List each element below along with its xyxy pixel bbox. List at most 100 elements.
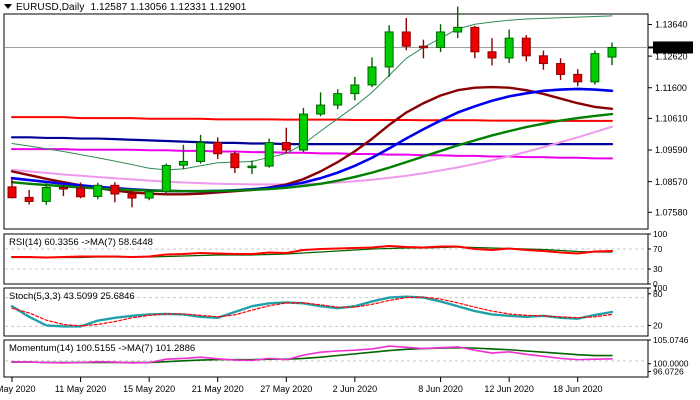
candle <box>58 184 68 197</box>
candle-body <box>453 26 463 33</box>
indicator-axis-label: 96.0726 <box>653 367 684 377</box>
candle <box>93 182 103 200</box>
indicator-axis-label: 100 <box>653 229 667 239</box>
date-axis-label: 2 Jun 2020 <box>333 384 378 394</box>
candle <box>401 18 411 51</box>
current-price-marker <box>648 46 653 49</box>
indicator-axis-label: 100.0000 <box>653 359 689 369</box>
date-axis-label: 11 May 2020 <box>55 384 106 394</box>
candle <box>7 178 17 199</box>
overlay-ma-navy <box>10 136 614 146</box>
indicator-axis-label: 100 <box>653 283 667 293</box>
candle <box>230 151 240 173</box>
price-axis-label: 1.13640 <box>655 20 688 30</box>
candle <box>521 35 531 62</box>
candle-body <box>487 51 497 59</box>
candle-body <box>93 184 103 197</box>
candle-body <box>144 191 154 199</box>
candle-body <box>196 142 206 162</box>
candle-body <box>333 93 343 106</box>
candle-body <box>590 53 600 83</box>
indicator-axis-label: 20 <box>653 320 663 330</box>
candle-body <box>7 186 17 199</box>
price-axis-label: 1.10610 <box>655 114 688 124</box>
candle <box>590 50 600 85</box>
candle <box>247 160 257 175</box>
candle <box>127 190 137 208</box>
series-stoch-d <box>11 296 613 327</box>
indicator-axis-label: 70 <box>653 244 663 254</box>
date-axis-label: 18 Jun 2020 <box>553 384 603 394</box>
candle-body <box>521 37 531 57</box>
candle <box>333 89 343 110</box>
candle <box>350 76 360 101</box>
date-axis-label: 21 May 2020 <box>192 384 244 394</box>
candle-body <box>607 46 617 58</box>
indicator-axis-label: 0 <box>653 279 658 289</box>
candle-body <box>504 37 514 59</box>
chevron-down-icon[interactable] <box>4 3 12 9</box>
candle <box>144 189 154 201</box>
candle <box>436 24 446 53</box>
date-axis-label: 27 May 2020 <box>260 384 312 394</box>
candle-body <box>161 164 171 193</box>
symbol-label: EURUSD,Daily <box>16 2 85 13</box>
candle-body <box>384 31 394 68</box>
candle <box>607 42 617 66</box>
candle <box>538 50 548 70</box>
date-axis-label: 8 Jun 2020 <box>418 384 463 394</box>
candle <box>24 189 34 205</box>
candle-body <box>247 165 257 169</box>
candle <box>556 58 566 80</box>
candle <box>367 57 377 88</box>
momentum-label: Momentum(14) 100.5155 ->MA(7) 101.2886 <box>9 343 195 354</box>
candle-body <box>264 142 274 167</box>
overlay-ma-magenta <box>11 148 613 160</box>
candle-body <box>213 142 223 155</box>
candle-body <box>281 142 291 151</box>
candle <box>298 107 308 153</box>
price-pane <box>3 13 649 230</box>
stoch-label: Stoch(5,3,3) 43.5099 25.6846 <box>9 291 135 302</box>
candle-body <box>127 193 137 199</box>
candle <box>573 69 583 87</box>
candle <box>76 182 86 199</box>
indicator-axis-label: 80 <box>653 289 663 299</box>
rsi-label: RSI(14) 60.3356 ->MA(7) 58.6448 <box>9 237 153 248</box>
candle-body <box>350 84 360 95</box>
candle <box>161 163 171 194</box>
candle-body <box>316 104 326 115</box>
price-axis-label: 1.12620 <box>655 51 688 61</box>
candle <box>281 127 291 154</box>
candle <box>487 38 497 66</box>
chart-header: EURUSD,Daily 1.12587 1.13056 1.12331 1.12… <box>4 2 246 13</box>
price-axis-label: 1.07580 <box>655 207 688 217</box>
rsi-pane <box>3 233 649 285</box>
indicator-axis-label: 30 <box>653 264 663 274</box>
date-axis-label: 5 May 2020 <box>0 384 36 394</box>
candle-body <box>573 73 583 83</box>
candle <box>110 182 120 203</box>
stoch-pane <box>3 287 649 337</box>
candle <box>213 137 223 159</box>
candle-body <box>24 196 34 202</box>
candle <box>264 138 274 168</box>
candle <box>470 25 480 59</box>
candle <box>418 39 428 59</box>
indicator-axis-label: 105.0746 <box>653 335 689 345</box>
candle <box>196 134 206 164</box>
candle <box>384 25 394 77</box>
current-price-tag <box>653 41 693 54</box>
price-axis-label: 1.11600 <box>655 83 687 93</box>
candle-body <box>436 31 446 48</box>
candle-body <box>538 55 548 65</box>
candle-body <box>76 187 86 198</box>
series-rsi <box>11 245 613 259</box>
candle-body <box>367 66 377 86</box>
candle-body <box>418 45 428 49</box>
series-momentum <box>11 345 613 364</box>
candle-body <box>470 26 480 53</box>
overlay-ma-thin-green <box>11 15 613 171</box>
